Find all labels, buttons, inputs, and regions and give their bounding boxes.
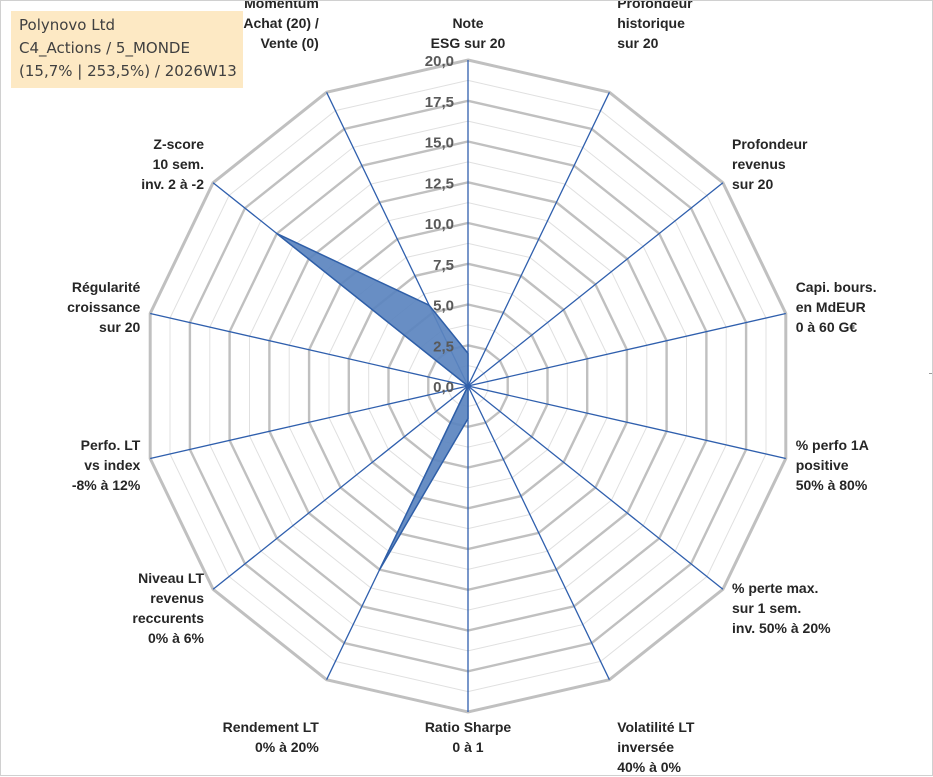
axis-label-line: Z-score bbox=[153, 136, 204, 152]
axis-label-8: Rendement LT 0% à 20% bbox=[223, 719, 320, 755]
axis-label-3: Capi. bours. en MdEUR 0 à 60 G€ bbox=[796, 279, 877, 335]
axis-spoke bbox=[467, 385, 610, 680]
axis-label-line: croissance bbox=[67, 299, 140, 315]
axis-label-line: inv. 2 à -2 bbox=[141, 176, 204, 192]
info-box: Polynovo Ltd C4_Actions / 5_MONDE (15,7%… bbox=[11, 11, 243, 88]
axis-label-line: Perfo. LT bbox=[81, 437, 141, 453]
axis-label-13: Momentum Achat (20) / Vente (0) bbox=[243, 1, 319, 51]
axis-label-line: sur 1 sem. bbox=[732, 600, 801, 616]
axis-label-line: sur 20 bbox=[617, 35, 658, 51]
radial-tick-label: 20,0 bbox=[425, 53, 454, 70]
axis-label-2: Profondeur revenus sur 20 bbox=[732, 136, 808, 192]
axis-spoke bbox=[212, 385, 469, 590]
axis-label-line: Vente (0) bbox=[260, 35, 318, 51]
axis-label-7: Ratio Sharpe 0 à 1 bbox=[425, 719, 512, 755]
axis-label-line: ESG sur 20 bbox=[431, 35, 506, 51]
axis-label-12: Z-score 10 sem. inv. 2 à -2 bbox=[141, 136, 204, 192]
axis-label-line: historique bbox=[617, 15, 685, 31]
axis-label-line: % perfo 1A bbox=[796, 437, 869, 453]
axis-label-line: revenus bbox=[150, 590, 204, 606]
axis-label-line: sur 20 bbox=[732, 176, 773, 192]
radar-series bbox=[276, 232, 469, 571]
radial-tick-label: 10,0 bbox=[425, 216, 454, 233]
axis-label-line: vs index bbox=[84, 457, 140, 473]
axis-label-4: % perfo 1A positive 50% à 80% bbox=[796, 437, 869, 493]
axis-label-line: % perte max. bbox=[732, 580, 818, 596]
axis-label-line: 50% à 80% bbox=[796, 477, 868, 493]
axis-spoke bbox=[467, 312, 786, 387]
axis-labels: Note ESG sur 20 Profondeur historique sur 20… bbox=[67, 1, 876, 775]
axis-spoke bbox=[467, 182, 724, 387]
info-company-name: Polynovo Ltd bbox=[19, 16, 115, 34]
info-category: C4_Actions / 5_MONDE bbox=[19, 39, 190, 57]
axis-label-line: inversée bbox=[617, 739, 674, 755]
axis-label-line: Profondeur bbox=[732, 136, 808, 152]
axis-label-line: 0 à 60 G€ bbox=[796, 319, 858, 335]
axis-label-0: Note ESG sur 20 bbox=[431, 15, 506, 51]
axis-label-line: Rendement LT bbox=[223, 719, 320, 735]
radial-tick-label: 7,5 bbox=[433, 257, 454, 274]
axis-label-line: 0% à 20% bbox=[255, 739, 319, 755]
radial-tick-label: 5,0 bbox=[433, 298, 454, 315]
axis-label-1: Profondeur historique sur 20 bbox=[617, 1, 693, 51]
axis-label-line: inv. 50% à 20% bbox=[732, 620, 831, 636]
axis-label-line: Achat (20) / bbox=[243, 15, 319, 31]
axis-label-line: 0 à 1 bbox=[452, 739, 483, 755]
radial-tick-label: 2,5 bbox=[433, 338, 454, 355]
axis-spoke bbox=[150, 312, 469, 387]
axis-label-line: Profondeur bbox=[617, 1, 693, 11]
axis-label-line: Niveau LT bbox=[138, 570, 204, 586]
axis-label-line: 0% à 6% bbox=[148, 630, 205, 646]
axis-label-line: 40% à 0% bbox=[617, 759, 681, 775]
radial-tick-label: 17,5 bbox=[425, 94, 454, 111]
axis-label-line: Régularité bbox=[72, 279, 141, 295]
series-area bbox=[276, 232, 469, 571]
radial-tick-label: 0,0 bbox=[433, 379, 454, 396]
axis-label-line: sur 20 bbox=[99, 319, 140, 335]
axis-spoke bbox=[150, 385, 469, 460]
axis-spoke bbox=[467, 92, 610, 387]
axis-label-line: Momentum bbox=[244, 1, 319, 11]
axis-label-line: Note bbox=[452, 15, 483, 31]
radial-tick-label: 15,0 bbox=[425, 135, 454, 152]
axis-label-5: % perte max. sur 1 sem. inv. 50% à 20% bbox=[732, 580, 831, 636]
axis-label-line: Ratio Sharpe bbox=[425, 719, 512, 735]
axis-label-line: 10 sem. bbox=[153, 156, 204, 172]
axis-label-line: revenus bbox=[732, 156, 786, 172]
info-performance-week: (15,7% | 253,5%) / 2026W13 bbox=[19, 62, 237, 80]
axis-label-9: Niveau LT revenus reccurents 0% à 6% bbox=[132, 570, 204, 646]
axis-spoke bbox=[467, 385, 724, 590]
axis-label-line: positive bbox=[796, 457, 849, 473]
axis-label-11: Régularité croissance sur 20 bbox=[67, 279, 140, 335]
axis-spoke bbox=[467, 385, 786, 460]
axis-label-line: -8% à 12% bbox=[72, 477, 141, 493]
axis-label-line: Capi. bours. bbox=[796, 279, 877, 295]
axis-label-line: en MdEUR bbox=[796, 299, 866, 315]
axis-label-6: Volatilité LT inversée 40% à 0% bbox=[617, 719, 695, 775]
edge-tick-mark bbox=[929, 373, 932, 374]
radial-tick-label: 12,5 bbox=[425, 175, 454, 192]
axis-label-line: reccurents bbox=[132, 610, 204, 626]
axis-label-line: Volatilité LT bbox=[617, 719, 695, 735]
radial-tick-labels: 0,0 2,5 5,0 7,5 10,0 12,5 15,0 17,5 20,0 bbox=[425, 53, 454, 396]
axis-label-10: Perfo. LT vs index -8% à 12% bbox=[72, 437, 141, 493]
